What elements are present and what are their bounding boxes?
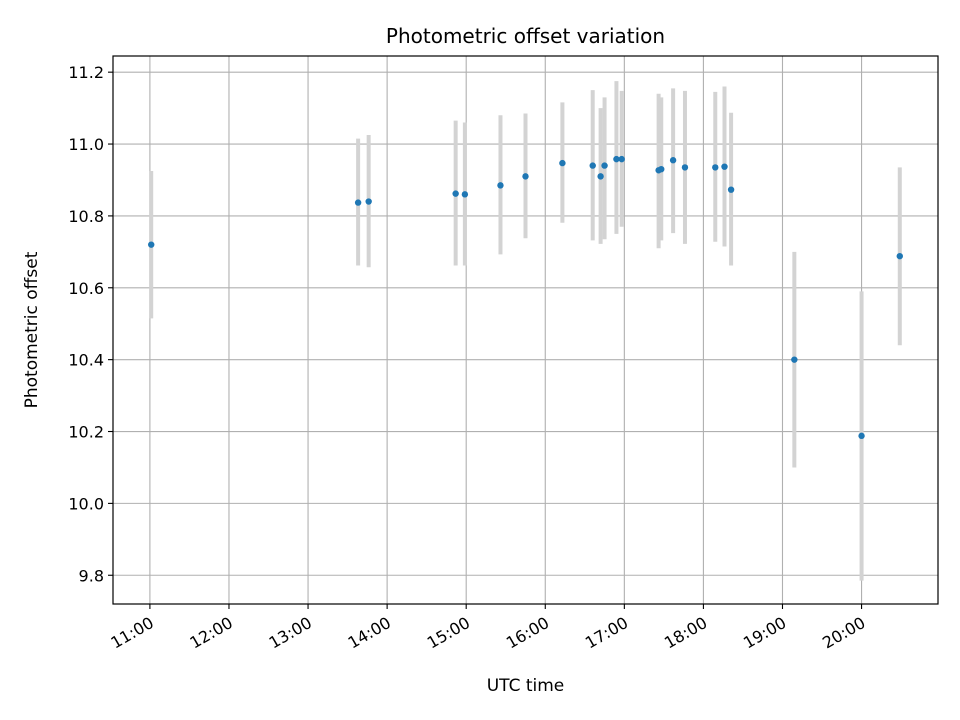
data-point: [559, 159, 566, 167]
data-point: [597, 173, 604, 180]
data-point: [658, 165, 665, 173]
y-tick-label: 11.2: [68, 63, 104, 82]
data-point: [452, 190, 459, 197]
y-tick-label: 10.2: [68, 423, 104, 442]
data-point: [601, 162, 608, 169]
data-point: [669, 157, 677, 164]
data-point: [522, 173, 529, 180]
data-point: [148, 241, 155, 248]
data-point: [613, 155, 620, 163]
plot-frame: [112, 55, 939, 605]
data-point: [727, 186, 735, 193]
data-point: [858, 432, 865, 440]
x-axis-title: UTC time: [487, 676, 565, 696]
data-points: [148, 155, 903, 440]
data-point: [721, 163, 728, 170]
y-tick-label: 9.8: [79, 566, 104, 585]
y-tick-label: 10.0: [68, 494, 104, 513]
y-tick-label: 10.4: [68, 351, 104, 370]
y-tick-label: 10.8: [68, 207, 104, 226]
data-point: [681, 164, 689, 171]
data-point: [461, 191, 469, 198]
data-point: [791, 356, 798, 363]
data-point: [712, 164, 719, 171]
chart-title: Photometric offset variation: [386, 24, 665, 48]
data-point: [354, 199, 362, 206]
y-tick-label: 11.0: [68, 135, 104, 154]
y-axis-title: Photometric offset: [22, 251, 42, 408]
y-tick-label: 10.6: [68, 279, 104, 298]
data-point: [365, 198, 372, 205]
data-point: [497, 182, 504, 189]
data-point: [589, 162, 596, 169]
data-point: [896, 252, 903, 260]
data-point: [618, 155, 625, 163]
